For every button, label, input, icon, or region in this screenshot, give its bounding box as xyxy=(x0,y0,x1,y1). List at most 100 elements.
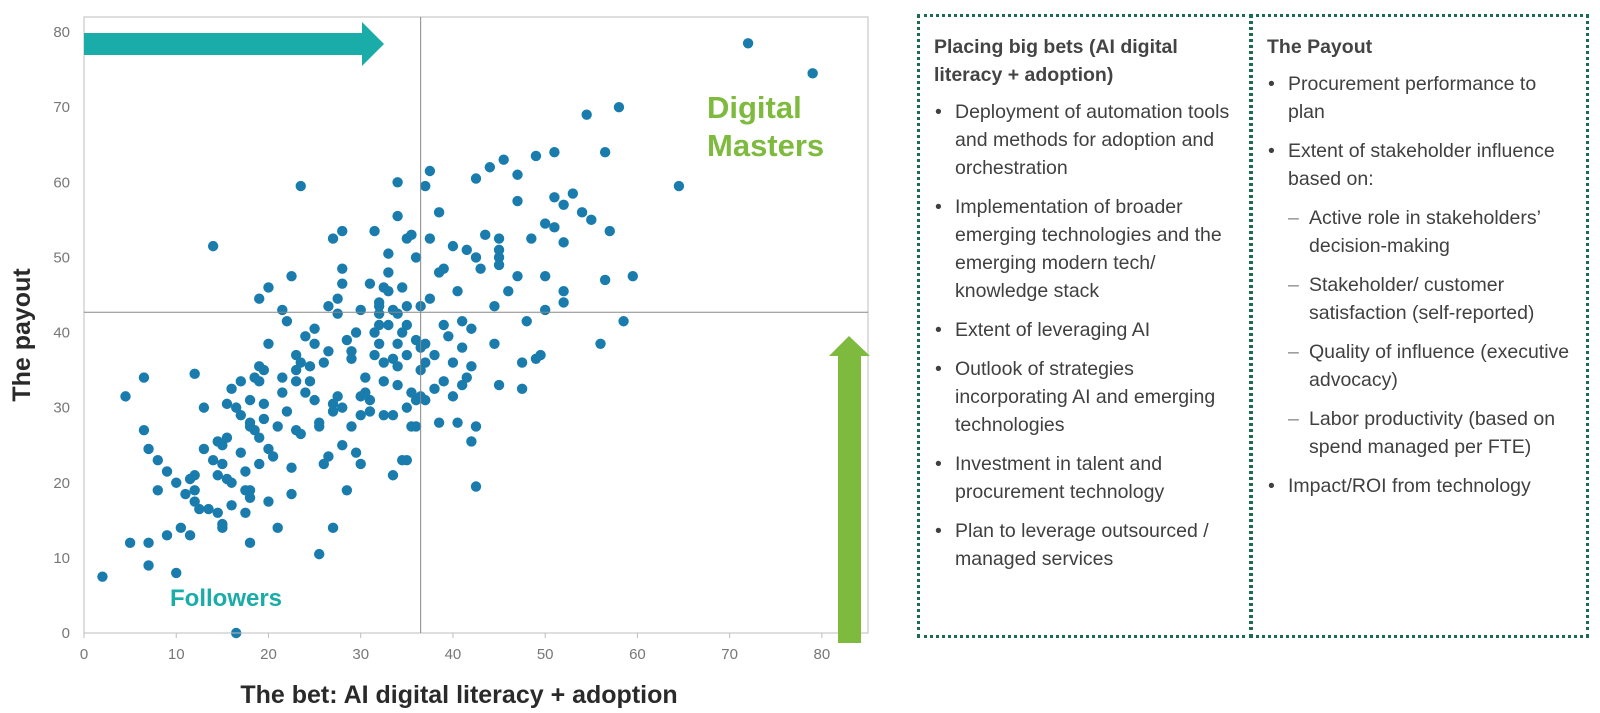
data-point xyxy=(383,267,394,278)
data-point xyxy=(424,293,436,304)
data-point xyxy=(392,361,403,372)
data-point xyxy=(420,394,431,406)
data-point xyxy=(373,319,385,331)
data-point xyxy=(433,417,445,428)
data-point xyxy=(272,522,283,534)
data-point xyxy=(235,409,246,421)
data-point xyxy=(456,316,468,327)
data-point xyxy=(558,285,569,297)
data-point xyxy=(406,387,417,398)
data-point xyxy=(286,488,297,500)
data-point xyxy=(576,207,588,218)
x-tick-label: 70 xyxy=(721,646,738,663)
data-point xyxy=(337,439,348,451)
list-item: Plan to leverage outsourced / managed se… xyxy=(934,517,1235,573)
data-point xyxy=(558,237,569,248)
data-point xyxy=(152,485,163,496)
data-point xyxy=(401,402,413,413)
panel-placing-big-bets: Placing big bets (AI digital literacy + … xyxy=(917,14,1252,638)
data-point xyxy=(397,327,408,338)
data-point xyxy=(456,379,468,391)
data-point xyxy=(180,488,191,500)
data-point xyxy=(240,466,251,477)
data-point xyxy=(254,458,265,470)
data-point xyxy=(493,233,505,244)
data-point xyxy=(198,443,210,455)
data-point xyxy=(807,68,818,79)
list-subitem: Stakeholder/ customer satisfaction (self… xyxy=(1267,271,1572,327)
data-point xyxy=(392,177,403,188)
data-point xyxy=(466,361,477,372)
data-point xyxy=(337,278,348,289)
data-point xyxy=(424,233,436,244)
data-point xyxy=(452,285,463,297)
data-point xyxy=(360,372,371,383)
data-point xyxy=(433,207,445,218)
annotation-digital-masters: Digital Masters xyxy=(707,90,824,163)
data-point xyxy=(295,428,306,440)
arrows xyxy=(84,22,870,643)
data-point xyxy=(484,162,496,173)
data-point xyxy=(327,406,339,417)
data-point xyxy=(618,316,629,327)
data-point xyxy=(244,537,256,549)
data-point xyxy=(286,462,297,473)
data-point xyxy=(254,432,265,443)
data-point xyxy=(143,537,154,549)
data-point xyxy=(493,244,505,256)
data-point xyxy=(272,421,283,432)
data-point xyxy=(249,424,260,436)
data-point xyxy=(309,338,320,349)
list-item: Outlook of strategies incorporating AI a… xyxy=(934,355,1235,439)
data-point xyxy=(161,466,173,477)
data-point xyxy=(277,387,288,398)
x-tick-label: 40 xyxy=(445,646,462,663)
data-point xyxy=(244,417,256,428)
data-point xyxy=(281,406,293,417)
data-point xyxy=(341,334,353,346)
data-point xyxy=(277,304,288,316)
data-point xyxy=(318,357,330,368)
data-point xyxy=(447,391,459,402)
data-point xyxy=(512,169,523,180)
data-point xyxy=(323,451,334,462)
data-point xyxy=(300,331,311,342)
data-point xyxy=(221,398,233,410)
data-point xyxy=(512,195,523,207)
data-point xyxy=(337,225,348,237)
data-point xyxy=(217,522,228,534)
data-point xyxy=(742,38,754,49)
y-tick-label: 30 xyxy=(53,400,70,417)
data-point xyxy=(290,349,302,361)
data-point xyxy=(171,477,182,488)
list-item: Investment in talent and procurement tec… xyxy=(934,450,1235,506)
data-point xyxy=(198,402,210,413)
data-point xyxy=(184,530,196,541)
list-item: Extent of stakeholder influence based on… xyxy=(1267,137,1572,193)
data-point xyxy=(558,199,569,211)
data-point xyxy=(466,323,477,334)
data-point xyxy=(364,278,376,289)
data-point xyxy=(226,477,237,488)
data-point xyxy=(327,233,339,244)
data-point xyxy=(420,180,431,192)
data-point xyxy=(226,500,237,511)
data-point xyxy=(240,507,251,519)
data-point xyxy=(364,394,376,406)
y-tick-label: 80 xyxy=(53,24,70,41)
data-point xyxy=(189,485,200,496)
data-point xyxy=(489,301,500,312)
data-point xyxy=(263,282,274,293)
x-tick-label: 50 xyxy=(537,646,554,663)
data-point xyxy=(567,188,579,199)
data-point xyxy=(258,398,270,410)
data-point xyxy=(392,338,403,349)
data-point xyxy=(539,304,551,316)
data-point xyxy=(226,383,237,395)
data-point xyxy=(470,252,482,263)
data-point xyxy=(327,398,339,410)
data-point xyxy=(346,421,357,432)
data-point xyxy=(530,150,542,162)
data-point xyxy=(350,447,362,458)
data-point xyxy=(318,458,330,470)
